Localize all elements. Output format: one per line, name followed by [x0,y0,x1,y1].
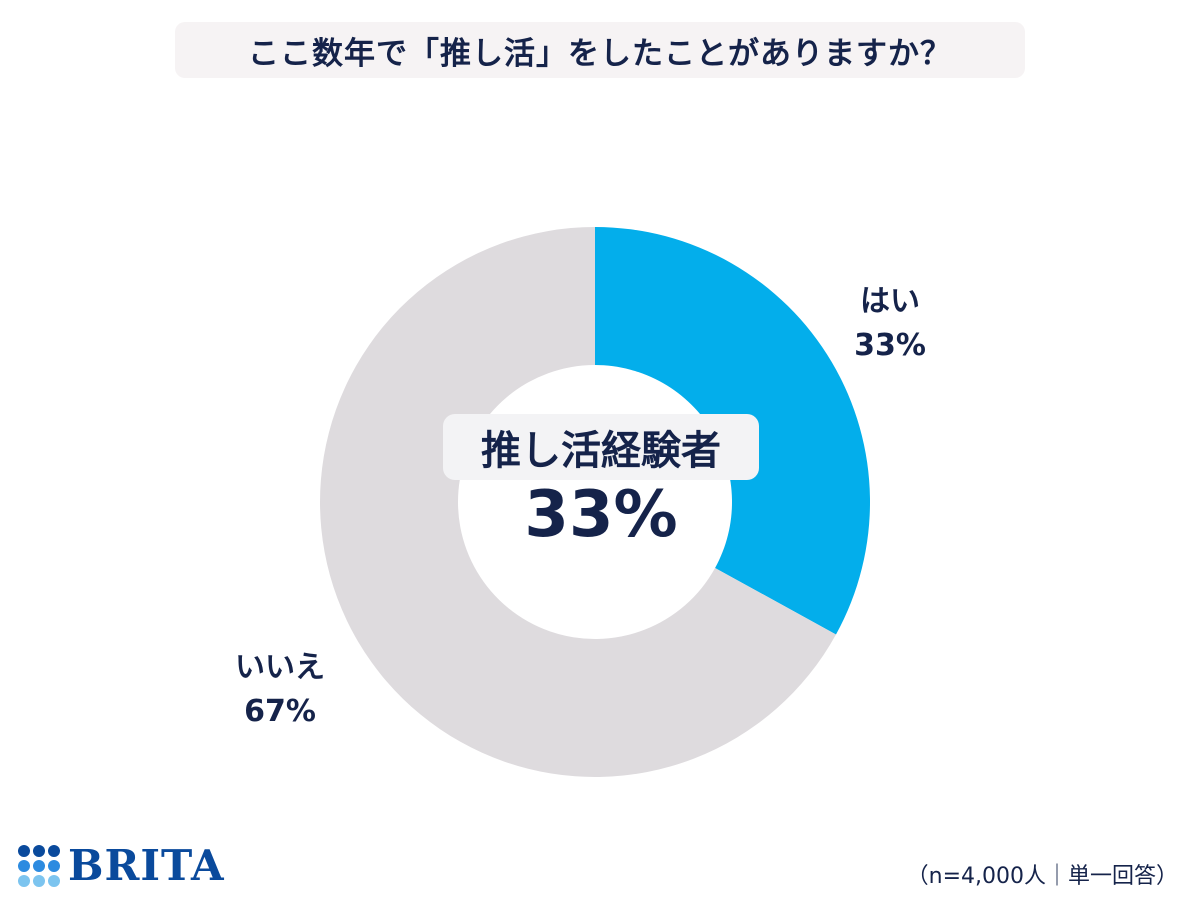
logo-wordmark: BRITA [68,841,225,890]
slice-percent-no: 67% [244,694,316,729]
slice-category-no: いいえ [235,650,325,685]
logo-dot [33,860,45,872]
brita-logo: BRITA [18,842,225,890]
title-box: ここ数年で「推し活」をしたことがありますか？ [175,22,1025,78]
logo-dot [48,875,60,887]
logo-dot [48,845,60,857]
logo-dot [33,845,45,857]
logo-dot [18,860,30,872]
logo-dot [33,875,45,887]
slice-percent-yes: 33% [854,328,926,363]
logo-dot [18,875,30,887]
slice-label-yes: はい 33% [820,280,960,368]
logo-dots-icon [18,845,60,887]
center-label-badge: 推し活経験者 [443,414,759,480]
slice-label-no: いいえ 67% [205,646,355,734]
slice-category-yes: はい [860,284,920,319]
logo-dot [48,860,60,872]
center-label: 推し活経験者 [481,428,721,474]
center-value: 33% [524,478,678,552]
sample-size-note: （n=4,000人｜単一回答） [906,864,1178,889]
chart-title: ここ数年で「推し活」をしたことがありますか？ [248,35,952,72]
logo-dot [18,845,30,857]
donut-slice-no [319,227,836,777]
